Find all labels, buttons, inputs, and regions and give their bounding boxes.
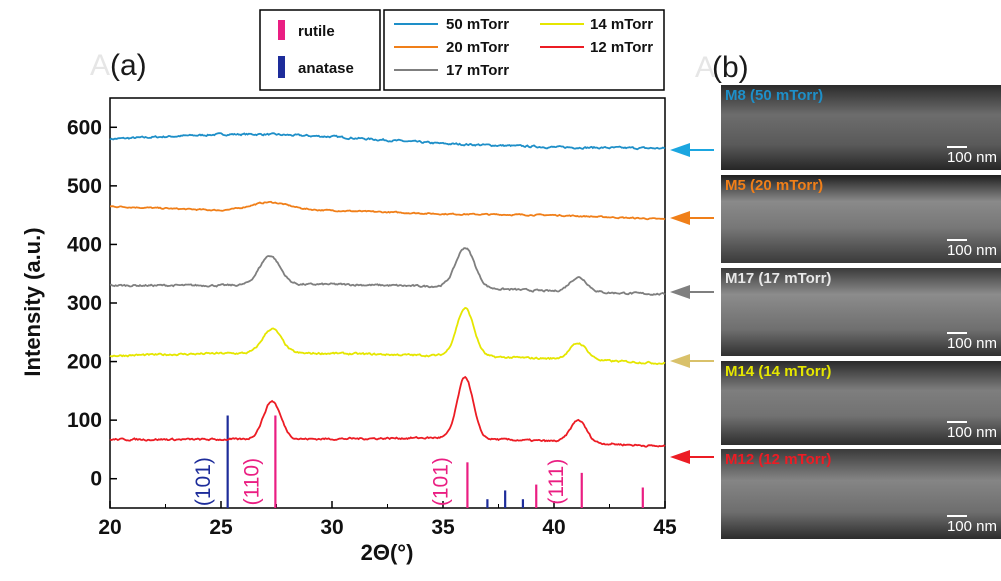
ghost-letter-a: A	[90, 49, 110, 82]
series-arrow-head	[670, 211, 690, 225]
sem-panel-m12: M12 (12 mTorr) 100 nm	[721, 449, 1001, 539]
y-tick-label: 200	[67, 351, 102, 374]
sem-scale-m17: 100 nm	[946, 335, 997, 352]
series-arrow-head	[670, 143, 690, 157]
series-arrow-head	[670, 285, 690, 299]
sem-panel-m14: M14 (14 mTorr) 100 nm	[721, 361, 1001, 445]
peak-label-rutile: (110)	[241, 458, 264, 505]
peak-label-anatase: (101)	[192, 457, 215, 506]
sem-scale-m5: 100 nm	[946, 242, 997, 259]
legend-label-50: 50 mTorr	[446, 16, 509, 33]
y-tick-label: 400	[67, 233, 102, 256]
sem-scale-m8: 100 nm	[946, 149, 997, 166]
anatase-swatch	[278, 56, 285, 78]
x-tick-label: 45	[653, 516, 677, 539]
phase-legend: rutile anatase	[259, 9, 381, 91]
plot-frame	[109, 97, 666, 509]
legend-label-20: 20 mTorr	[446, 39, 509, 56]
scale-bar	[947, 515, 967, 517]
x-tick-label: 40	[542, 516, 565, 539]
series-line-s50	[109, 132, 666, 151]
scale-bar	[947, 146, 967, 148]
panel-a-label: (a)	[110, 49, 147, 82]
sem-title-m8: M8 (50 mTorr)	[725, 87, 824, 104]
series-arrow-head	[670, 450, 690, 464]
y-tick-label: 500	[67, 175, 102, 198]
sem-title-m14: M14 (14 mTorr)	[725, 363, 832, 380]
y-tick-label: 0	[90, 468, 102, 491]
x-axis-label: 2Θ(°)	[361, 540, 414, 565]
legend-rutile-label: rutile	[298, 23, 335, 40]
data-series	[109, 132, 666, 448]
sem-title-m12: M12 (12 mTorr)	[725, 451, 832, 468]
sem-panel-m5: M5 (20 mTorr) 100 nm	[721, 175, 1001, 263]
peak-label-rutile: (111)	[545, 459, 568, 505]
legend-anatase-label: anatase	[298, 60, 354, 77]
y-tick-label: 300	[67, 292, 102, 315]
legend-label-17: 17 mTorr	[446, 62, 509, 79]
sem-panel-m17: M17 (17 mTorr) 100 nm	[721, 268, 1001, 356]
sem-title-m17: M17 (17 mTorr)	[725, 270, 832, 287]
sem-scale-m12: 100 nm	[946, 518, 997, 535]
sem-panel-m8: M8 (50 mTorr) 100 nm	[721, 85, 1001, 170]
scale-bar	[947, 332, 967, 334]
peak-label-rutile: (101)	[429, 457, 452, 506]
reference-lines	[226, 415, 644, 508]
ghost-letter-b: A	[695, 51, 715, 84]
legend-label-14: 14 mTorr	[590, 16, 653, 33]
series-line-s20	[110, 200, 666, 221]
series-legend: 50 mTorr 20 mTorr 17 mTorr 14 mTorr 12 m…	[383, 9, 665, 91]
peak-labels: (101) (110) (101) (111)	[192, 457, 568, 506]
rutile-swatch	[278, 20, 285, 40]
series-arrow-head	[670, 354, 690, 368]
series-arrows	[670, 143, 714, 464]
legend-label-12: 12 mTorr	[590, 39, 653, 56]
scale-bar	[947, 421, 967, 423]
x-tick-label: 30	[320, 516, 343, 539]
series-line-s12	[109, 375, 666, 448]
x-tick-label: 25	[209, 516, 233, 539]
y-tick-label: 600	[67, 116, 102, 139]
axis-ticks: 20 25 30 35 40 45 0 100 200 300 400 500 600	[67, 116, 677, 539]
x-tick-label: 20	[98, 516, 121, 539]
y-axis-label: Intensity (a.u.)	[20, 227, 45, 376]
series-line-s14	[109, 306, 666, 366]
scale-bar	[947, 239, 967, 241]
y-tick-label: 100	[67, 409, 102, 432]
x-tick-label: 35	[431, 516, 455, 539]
panel-b-label: (b)	[712, 51, 749, 84]
sem-scale-m14: 100 nm	[946, 424, 997, 441]
sem-title-m5: M5 (20 mTorr)	[725, 177, 824, 194]
series-line-s17	[109, 247, 666, 296]
